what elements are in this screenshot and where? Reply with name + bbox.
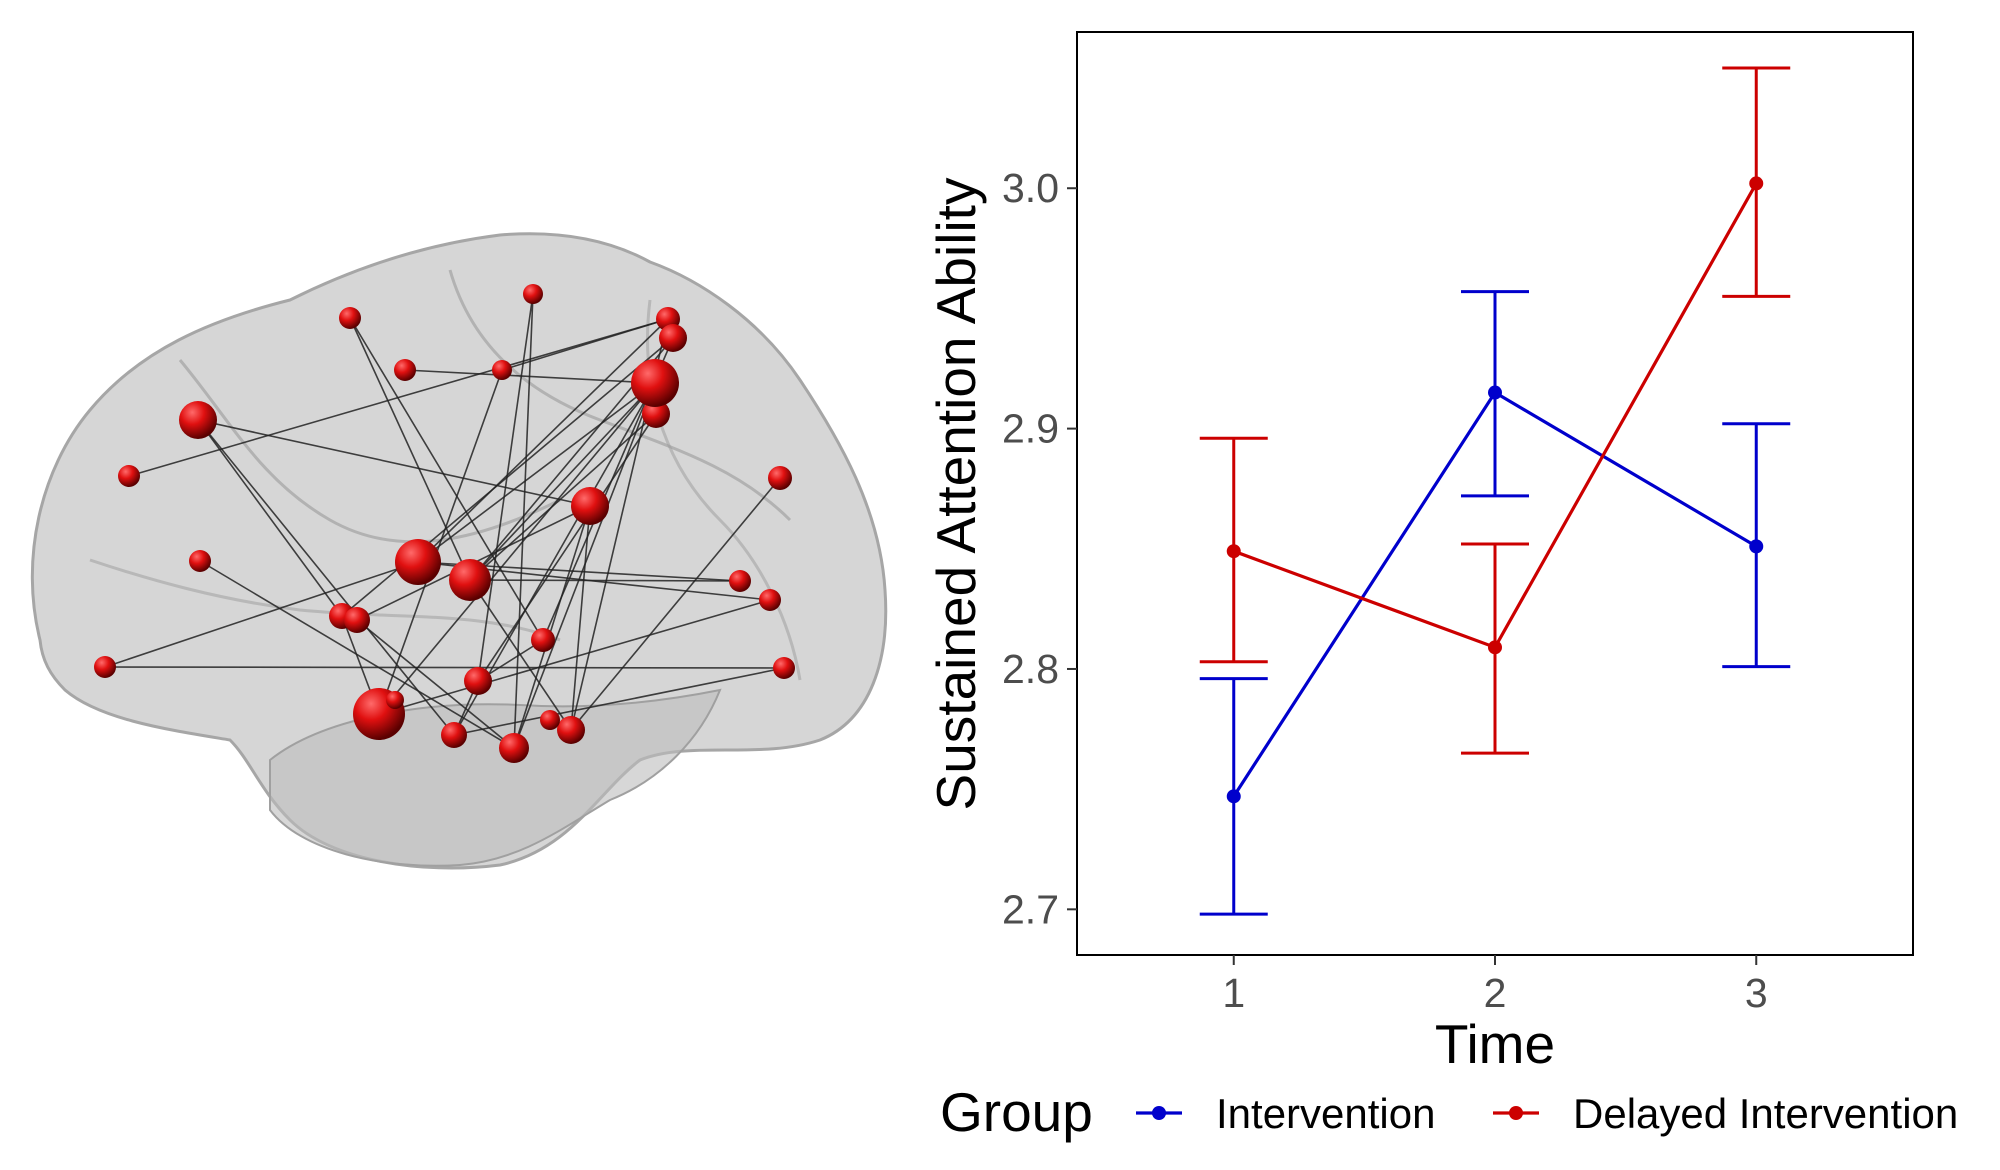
brain-node [631, 359, 679, 407]
x-tick-label: 1 [1222, 970, 1245, 1016]
brain-edge [513, 505, 591, 749]
brain-node [179, 401, 217, 439]
brain-edge [501, 318, 669, 371]
brain-edge [469, 413, 657, 581]
brain-node [531, 628, 555, 652]
brain-node [386, 691, 404, 709]
brain-edge [349, 317, 471, 581]
brain-sulcus-1 [178, 359, 561, 544]
brain-network-figure [0, 0, 920, 1165]
legend-label: Delayed Intervention [1573, 1090, 1958, 1137]
y-axis-title: Sustained Attention Ability [925, 177, 987, 810]
brain-edge [197, 419, 343, 617]
brain-node [189, 550, 211, 572]
brain-node [492, 360, 512, 380]
brain-edge [356, 619, 515, 749]
brain-node [768, 466, 792, 490]
brain-edge [453, 667, 785, 736]
brain-sulcus-3 [89, 558, 561, 642]
brain-edge [570, 505, 591, 731]
brain-edge [104, 561, 419, 668]
brain-edge [104, 666, 785, 669]
brain-edge [378, 599, 771, 715]
y-tick-label: 2.8 [1002, 646, 1059, 692]
brain-node [395, 539, 441, 585]
brain-node [540, 710, 560, 730]
brain-node [773, 657, 795, 679]
brain-edge [570, 477, 781, 731]
brain-edge [378, 382, 656, 715]
brain-node [118, 465, 140, 487]
brain-edge [197, 419, 455, 736]
legend-key-point [1152, 1106, 1166, 1120]
brain-edge [513, 293, 534, 749]
brain-edge [378, 369, 503, 715]
x-axis-title: Time [1435, 1013, 1555, 1075]
x-tick-label: 3 [1745, 970, 1768, 1016]
brain-nodes [94, 284, 795, 763]
brain-node [729, 570, 751, 592]
data-point [1226, 789, 1241, 804]
brain-network-graphic [30, 232, 888, 870]
legend-items: Intervention Delayed Intervention [1136, 1090, 1958, 1137]
brain-node [449, 559, 491, 601]
brain-node [523, 284, 543, 304]
brain-node [394, 359, 416, 381]
brain-edge [128, 318, 669, 477]
brain-edge [417, 318, 669, 563]
brain-node [464, 667, 492, 695]
data-point [1226, 544, 1241, 559]
brain-node [571, 487, 609, 525]
data-point [1749, 176, 1764, 191]
series-intervention [1199, 290, 1791, 916]
brain-edge [469, 382, 656, 581]
brain-edge [417, 382, 656, 563]
brain-edge [477, 293, 534, 682]
brain-edge [349, 317, 544, 641]
brain-node [499, 733, 529, 763]
brain-node [339, 307, 361, 329]
data-point [1488, 385, 1502, 400]
brain-node [94, 656, 116, 678]
brain-edges [104, 293, 785, 749]
y-tick-label: 3.0 [1002, 165, 1059, 211]
series-delayed-intervention [1199, 66, 1791, 755]
brain-sulcus-2 [448, 269, 792, 522]
brain-node [441, 722, 467, 748]
brain-node [642, 400, 670, 428]
x-tick-label: 2 [1484, 970, 1507, 1016]
brain-node [344, 607, 370, 633]
brain-node [557, 716, 585, 744]
y-tick-label: 2.7 [1002, 886, 1059, 932]
legend-label: Intervention [1216, 1090, 1435, 1137]
legend-title: Group [940, 1081, 1093, 1143]
x-axis-ticks: 1 2 3 [1222, 955, 1768, 1016]
y-axis-ticks: 2.7 2.8 2.9 3.0 [1002, 165, 1077, 932]
y-tick-label: 2.9 [1002, 406, 1059, 452]
series-layer [1199, 66, 1791, 916]
data-point [1488, 640, 1502, 655]
brain-node [759, 589, 781, 611]
data-point [1749, 539, 1764, 554]
legend-key-point [1509, 1106, 1523, 1120]
brain-node [659, 324, 687, 352]
legend: Group Intervention Delayed Intervention [940, 1081, 1958, 1143]
